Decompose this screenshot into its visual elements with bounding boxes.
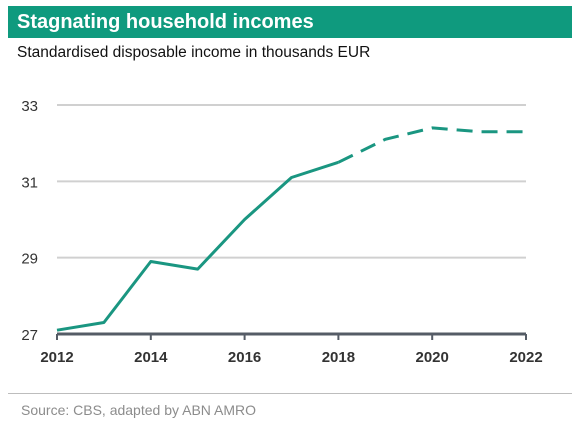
chart-subtitle: Standardised disposable income in thousa…: [17, 44, 371, 61]
y-tick-label: 29: [21, 251, 38, 268]
chart-title: Stagnating household incomes: [17, 11, 314, 33]
footer-divider: [8, 393, 572, 394]
income-series-line: [56, 160, 339, 332]
y-tick-label: 33: [21, 98, 38, 115]
x-tick-label: 2022: [509, 349, 542, 366]
x-tick-label: 2016: [228, 349, 261, 366]
source-note: Source: CBS, adapted by ABN AMRO: [21, 402, 257, 418]
forecast-series-line: [337, 126, 526, 164]
y-tick-label: 27: [21, 327, 38, 344]
x-tick-label: 2014: [134, 349, 168, 366]
chart-title-bar: Stagnating household incomes: [8, 6, 572, 38]
x-tick-label: 2018: [322, 349, 355, 366]
x-tick-label: 2012: [40, 349, 73, 366]
x-tick-label: 2020: [416, 349, 449, 366]
y-tick-label: 31: [21, 174, 38, 191]
